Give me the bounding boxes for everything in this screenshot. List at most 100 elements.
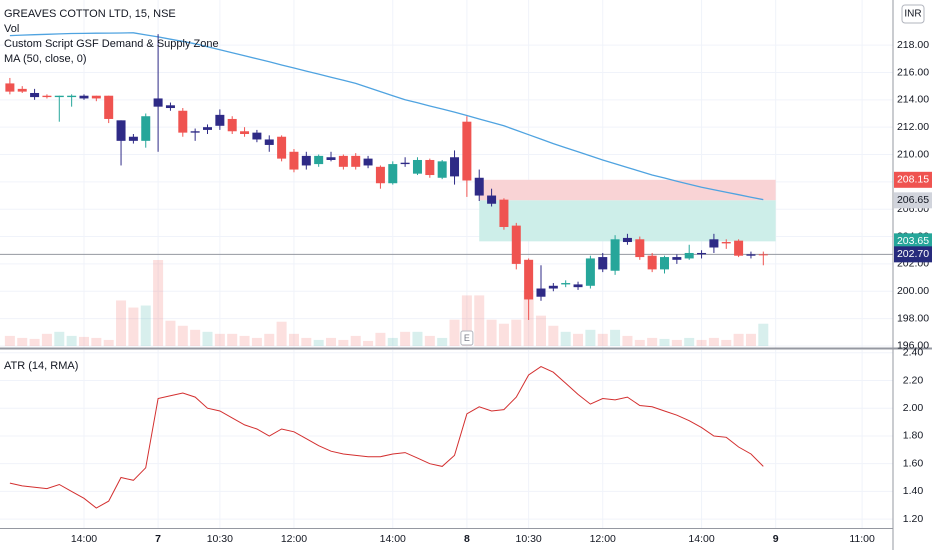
volume-bar bbox=[461, 295, 472, 346]
candle-body bbox=[67, 95, 77, 98]
volume-bar bbox=[326, 337, 337, 346]
volume-bar bbox=[41, 333, 52, 346]
candle-body bbox=[116, 120, 126, 141]
x-tick-label: 14:00 bbox=[71, 533, 97, 545]
indicator-label: Vol bbox=[4, 23, 19, 35]
candle-body bbox=[709, 239, 719, 248]
volume-bar bbox=[474, 295, 485, 346]
candle-body bbox=[697, 252, 707, 255]
volume-bar bbox=[449, 319, 460, 346]
y2-tick-label: 1.20 bbox=[903, 513, 924, 525]
zone-top-label: 206.65 bbox=[897, 194, 929, 206]
candle-body bbox=[474, 177, 484, 196]
zone-bottom-label-bg bbox=[894, 233, 932, 250]
candle-body bbox=[227, 118, 237, 132]
candle-body bbox=[388, 164, 398, 184]
price-axis-bg bbox=[893, 0, 932, 550]
volume-bar bbox=[202, 331, 213, 346]
y-tick-label: 212.00 bbox=[897, 121, 929, 133]
candle-body bbox=[178, 110, 188, 133]
candle-body bbox=[684, 252, 694, 259]
volume-bar bbox=[128, 307, 139, 346]
candle-body bbox=[573, 284, 583, 288]
candle-body bbox=[141, 116, 151, 141]
y-tick-label: 196.00 bbox=[897, 340, 929, 352]
candle-body bbox=[277, 136, 287, 159]
candle-body bbox=[672, 257, 682, 260]
currency-box[interactable] bbox=[901, 4, 925, 24]
volume-bar bbox=[363, 340, 374, 346]
candle-body bbox=[190, 131, 200, 133]
panes: E bbox=[0, 0, 893, 528]
volume-bar bbox=[177, 325, 188, 346]
volume-bar bbox=[29, 338, 40, 346]
y-tick-label: 198.00 bbox=[897, 312, 929, 324]
volume-bar bbox=[251, 337, 262, 346]
chart-title: GREAVES COTTON LTD, 15, NSE bbox=[4, 8, 176, 20]
zone-top-label: 208.15 bbox=[897, 174, 929, 186]
volume-bar bbox=[708, 337, 719, 346]
volume-bar bbox=[313, 339, 324, 346]
volume-bar bbox=[350, 335, 361, 346]
y-tick-label: 218.00 bbox=[897, 39, 929, 51]
last-price-bg bbox=[894, 246, 932, 263]
volume-bar bbox=[153, 260, 164, 346]
candle-body bbox=[660, 257, 670, 270]
candle-body bbox=[524, 259, 534, 300]
volume-bar bbox=[684, 337, 695, 346]
volume-bar bbox=[239, 335, 250, 346]
y2-tick-label: 1.60 bbox=[903, 457, 924, 469]
volume-bar bbox=[597, 333, 608, 346]
volume-bar bbox=[140, 305, 151, 346]
candle-body bbox=[240, 131, 250, 135]
volume-bar bbox=[573, 333, 584, 346]
event-label: E bbox=[464, 333, 470, 343]
candle-body bbox=[721, 242, 731, 244]
candle-body bbox=[54, 95, 64, 98]
x-tick-label: 11:00 bbox=[849, 533, 875, 545]
x-tick-label: 10:30 bbox=[515, 533, 541, 545]
volume-bar bbox=[190, 329, 201, 346]
candle-body bbox=[758, 254, 768, 256]
candle-body bbox=[5, 83, 15, 92]
volume-bar bbox=[214, 333, 225, 346]
ma-line bbox=[9, 32, 764, 201]
indicator-label: Custom Script GSF Demand & Supply Zone bbox=[4, 38, 219, 50]
volume-bar bbox=[338, 339, 349, 346]
volume-bar bbox=[264, 333, 275, 346]
candle-body bbox=[536, 288, 546, 297]
y2-tick-label: 1.40 bbox=[903, 485, 924, 497]
zone-top-label-bg bbox=[894, 171, 932, 188]
candle-body bbox=[635, 239, 645, 258]
volume-bar bbox=[721, 339, 732, 346]
volume-bar bbox=[758, 323, 769, 346]
candle-body bbox=[30, 92, 40, 98]
x-tick-label: 12:00 bbox=[281, 533, 307, 545]
zone bbox=[479, 179, 776, 201]
volume-bar bbox=[498, 323, 509, 346]
volume-bar bbox=[103, 339, 114, 346]
candle-body bbox=[548, 285, 558, 289]
currency[interactable]: INR bbox=[904, 9, 921, 20]
y2-tick-label: 2.20 bbox=[903, 374, 924, 386]
candle-body bbox=[425, 159, 435, 176]
y2-tick-label: 1.80 bbox=[903, 430, 924, 442]
candle-body bbox=[412, 159, 422, 174]
volume-bar bbox=[437, 337, 448, 346]
volume-bar bbox=[560, 331, 571, 346]
candle-body bbox=[128, 136, 138, 141]
last-price-label: 202.70 bbox=[897, 248, 929, 260]
volume-bar bbox=[647, 337, 658, 346]
candle-body bbox=[17, 88, 27, 92]
volume-bar bbox=[78, 336, 89, 346]
candle-body bbox=[450, 157, 460, 177]
y-tick-label: 210.00 bbox=[897, 148, 929, 160]
volume-bar bbox=[116, 300, 127, 346]
volume-bar bbox=[66, 335, 77, 346]
candle-body bbox=[610, 239, 620, 271]
volume-bar bbox=[54, 331, 65, 346]
volume-bar bbox=[548, 325, 559, 346]
volume-bar bbox=[301, 337, 312, 346]
candle-body bbox=[215, 114, 225, 126]
